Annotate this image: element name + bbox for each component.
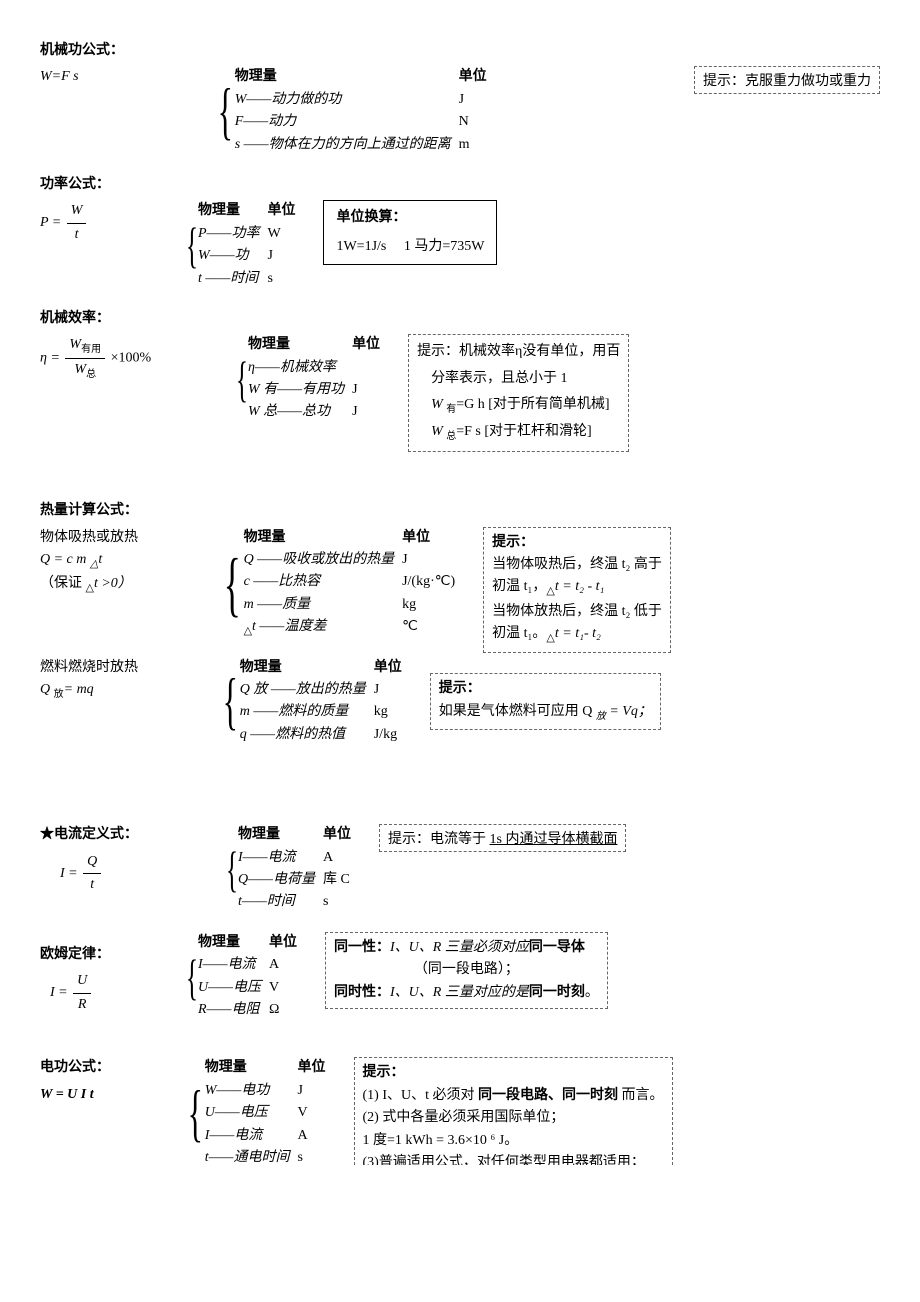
formula: ★电流定义式： I = Qt <box>40 824 200 896</box>
definitions: { 物理量单位 I——电流A Q——电荷量库 C t——时间s <box>220 824 359 914</box>
hint: 提示： (1) I、U、t 必须对 同一段电路、同一时刻 而言。 (2) 式中各… <box>354 1057 673 1165</box>
section-electric-work: 电功公式： W = U I t { 物理量单位 W——电功J U——电压V I—… <box>40 1057 880 1169</box>
definitions: { 物理量单位 W——动力做的功J F——动力N s ——物体在力的方向上通过的… <box>210 66 495 156</box>
hint: 提示：克服重力做功或重力 <box>694 66 880 94</box>
section-ohm: 欧姆定律： I = UR { 物理量单位 I——电流A U——电压V R——电阻… <box>40 932 880 1022</box>
hint-fuel: 提示： 如果是气体燃料可应用 Q 放 = Vq； <box>430 673 661 729</box>
section-current: ★电流定义式： I = Qt { 物理量单位 I——电流A Q——电荷量库 C … <box>40 824 880 914</box>
formula-fuel: 燃料燃烧时放热 Q 放= mq <box>40 657 195 703</box>
formula: 欧姆定律： I = UR <box>40 932 160 1016</box>
section-efficiency: 机械效率： η = W有用 W总 ×100% { 物理量单位 η——机械效率 W… <box>40 308 880 452</box>
title: 机械效率： <box>40 308 880 330</box>
formula-absorb: 物体吸热或放热 Q = c m △t （保证 △t >0） <box>40 527 195 598</box>
hint: 提示：机械效率η没有单位，用百 分率表示，且总小于 1 W 有=G h [对于所… <box>408 334 629 452</box>
definitions: { 物理量单位 η——机械效率 W 有——有用功J W 总——总功J <box>230 334 388 424</box>
title: 功率公式： <box>40 174 880 196</box>
section-work: 机械功公式： W=F s { 物理量单位 W——动力做的功J F——动力N s … <box>40 40 880 156</box>
hint: 同一性：I、U、R 三量必须对应同一导体 （同一段电路）； 同时性：I、U、R … <box>325 932 608 1009</box>
formula: 电功公式： W = U I t <box>40 1057 160 1106</box>
formula: P = Wt <box>40 200 160 246</box>
unit-conversion-box: 单位换算： 1W=1J/s 1 马力=735W <box>323 200 497 265</box>
definitions: { 物理量单位 Q ——吸收或放出的热量J c ——比热容J/(kg·℃) m … <box>215 527 463 641</box>
section-heat: 热量计算公式： 物体吸热或放热 Q = c m △t （保证 △t >0） { … <box>40 500 880 746</box>
formula: W=F s <box>40 66 190 88</box>
title: 机械功公式： <box>40 40 880 62</box>
section-power: 功率公式： P = Wt { 物理量单位 P——功率W W——功J t ——时间… <box>40 174 880 290</box>
hint: 提示： 当物体吸热后，终温 t₂ 高于 初温 t₁，△t = t₂ - t₁ 当… <box>483 527 671 653</box>
definitions: { 物理量单位 I——电流A U——电压V R——电阻Ω <box>180 932 305 1022</box>
definitions: { 物理量单位 P——功率W W——功J t ——时间s <box>180 200 303 290</box>
definitions: { 物理量单位 W——电功J U——电压V I——电流A t——通电时间s <box>180 1057 334 1169</box>
title: 热量计算公式： <box>40 500 880 522</box>
definitions-fuel: { 物理量单位 Q 放 ——放出的热量J m ——燃料的质量kg q ——燃料的… <box>215 657 410 747</box>
hint: 提示：电流等于 1s 内通过导体横截面 <box>379 824 626 852</box>
formula: η = W有用 W总 ×100% <box>40 334 210 383</box>
